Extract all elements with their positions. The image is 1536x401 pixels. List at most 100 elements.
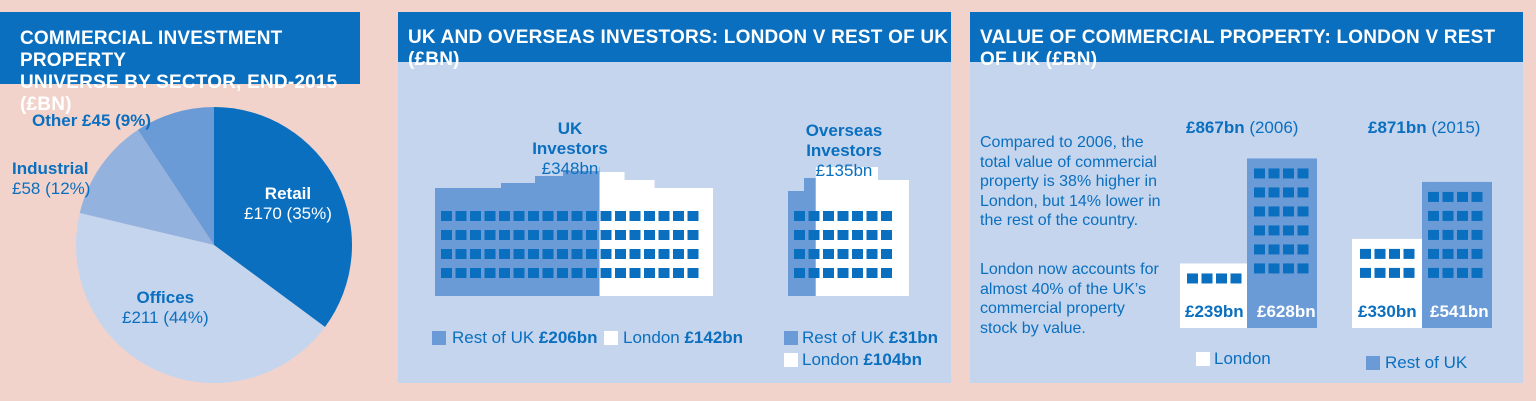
london-2006-label: £239bn: [1185, 302, 1244, 321]
value-text-2: London now accounts for almost 40% of th…: [980, 260, 1159, 338]
window: [600, 249, 612, 259]
window: [513, 268, 525, 278]
value-text-2-line: commercial property: [980, 300, 1125, 317]
value-text-2-line: London now accounts for: [980, 261, 1159, 278]
value-text-1-line: total value of commercial: [980, 153, 1157, 171]
total-2015: £871bn (2015): [1368, 118, 1480, 138]
legend-london-2-label: London: [802, 350, 864, 369]
window: [866, 249, 878, 259]
window: [1442, 210, 1454, 221]
window: [881, 268, 892, 278]
window: [1374, 267, 1386, 278]
window: [866, 211, 878, 221]
window: [499, 211, 510, 221]
window: [1254, 206, 1265, 217]
slice-label-retail-name: Retail: [264, 184, 312, 203]
window: [1428, 229, 1439, 240]
window: [866, 268, 878, 278]
window: [542, 211, 554, 221]
window: [644, 230, 655, 240]
window: [542, 249, 554, 259]
legend-swatch-rest-of-uk: [1366, 356, 1380, 370]
slice-label-industrial: Industrial £58 (12%): [12, 159, 90, 199]
pie-slices: [76, 107, 352, 383]
window: [615, 230, 626, 240]
legend-london-1-value: £142bn: [684, 328, 744, 347]
window: [644, 268, 655, 278]
window: [571, 249, 583, 259]
slice-label-industrial-value: £58 (12%): [12, 179, 91, 198]
window: [1389, 267, 1400, 278]
slice-label-offices-value: £211 (44%): [122, 308, 209, 327]
window: [1283, 206, 1294, 217]
window: [852, 230, 863, 240]
slice-label-retail-value: £170 (35%): [244, 204, 332, 223]
legend-london-2: London £104bn: [802, 350, 922, 370]
uk-london-building: [599, 172, 713, 296]
window: [1268, 187, 1280, 198]
window: [658, 249, 670, 259]
window: [1428, 267, 1439, 278]
window: [1297, 244, 1309, 255]
pie-slice-other: [137, 107, 214, 245]
window: [881, 230, 892, 240]
window: [881, 211, 892, 221]
window: [470, 230, 481, 240]
window: [794, 211, 805, 221]
window: [484, 268, 496, 278]
legend-rest-uk-1: Rest of UK £206bn: [452, 328, 598, 348]
window: [673, 268, 684, 278]
legend-london-1: London £142bn: [623, 328, 743, 348]
window: [1283, 225, 1294, 236]
legend-rest-uk-2-value: £31bn: [888, 328, 939, 347]
window: [1360, 267, 1371, 278]
total-2006: £867bn (2006): [1186, 118, 1298, 138]
window: [837, 211, 849, 221]
window: [1297, 225, 1309, 236]
window: [881, 249, 892, 259]
value-text-1-line: property is 38% higher in: [980, 173, 1157, 190]
window: [837, 249, 849, 259]
pie-slice-retail: [214, 107, 352, 327]
window: [586, 249, 597, 259]
window: [542, 230, 554, 240]
pie-slice-offices: [76, 213, 326, 383]
window: [557, 249, 568, 259]
window: [571, 268, 583, 278]
rest-2015-label: £541bn: [1430, 302, 1489, 321]
window: [1442, 267, 1454, 278]
window: [1283, 263, 1294, 274]
value-text-2-line: stock by value.: [980, 319, 1086, 337]
slice-label-other-text: Other £45 (9%): [32, 111, 152, 130]
window: [1442, 191, 1454, 202]
legend-rest-of-uk: Rest of UK: [1385, 353, 1468, 372]
legend-rest-uk-2: Rest of UK £31bn: [802, 328, 938, 348]
total-2015-value: £871bn: [1368, 118, 1427, 137]
sector-pie-chart: [76, 107, 352, 383]
value-buildings: [1180, 158, 1492, 328]
window: [644, 211, 655, 221]
slice-label-offices-name: Offices: [136, 288, 195, 307]
value-text-1-line: Compared to 2006, the: [980, 134, 1144, 151]
legend-swatch-london: [1196, 352, 1210, 366]
window: [615, 211, 626, 221]
total-2015-year: (2015): [1426, 118, 1481, 137]
window: [1457, 210, 1468, 221]
window: [1471, 267, 1483, 278]
window: [441, 249, 452, 259]
window: [615, 268, 626, 278]
window: [794, 249, 805, 259]
window: [1428, 191, 1439, 202]
overseas-investors-total: £135bn: [815, 161, 873, 180]
window: [823, 230, 834, 240]
window: [673, 230, 684, 240]
window: [1283, 168, 1294, 179]
window: [455, 211, 467, 221]
window: [1442, 248, 1454, 259]
window: [852, 268, 863, 278]
legend-london: London: [1214, 349, 1271, 368]
window: [1374, 248, 1386, 259]
window: [808, 249, 820, 259]
window: [1403, 248, 1415, 259]
window: [794, 230, 805, 240]
